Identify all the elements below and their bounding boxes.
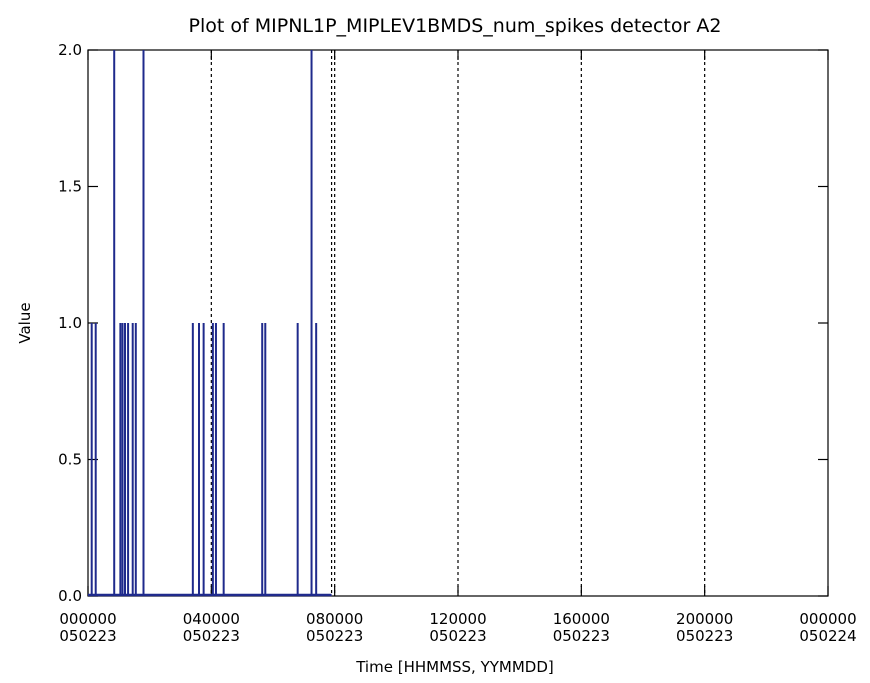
y-tick-label: 0.0 [58,587,82,605]
chart-title: Plot of MIPNL1P_MIPLEV1BMDS_num_spikes d… [189,15,722,37]
y-tick-label: 1.0 [58,314,82,332]
x-tick-label-date: 050223 [306,627,363,645]
y-tick-label: 2.0 [58,41,82,59]
x-tick-label-time: 080000 [306,610,363,628]
x-tick-label-date: 050223 [676,627,733,645]
x-axis-label: Time [HHMMSS, YYMMDD] [355,658,554,676]
x-tick-label-date: 050223 [59,627,116,645]
y-axis-label: Value [16,302,34,343]
y-tick-label: 0.5 [58,451,82,469]
x-tick-label-time: 200000 [676,610,733,628]
data-series [88,50,332,597]
x-tick-label-date: 050223 [429,627,486,645]
x-tick-label-time: 040000 [183,610,240,628]
x-tick-label-time: 120000 [429,610,486,628]
x-tick-label-time: 000000 [799,610,856,628]
x-tick-label-date: 050223 [553,627,610,645]
x-tick-label-date: 050224 [799,627,856,645]
x-tick-labels: 0000000502230400000502230800000502231200… [59,610,856,645]
y-tick-label: 1.5 [58,178,82,196]
x-tick-label-time: 000000 [59,610,116,628]
x-tick-label-time: 160000 [553,610,610,628]
x-tick-label-date: 050223 [183,627,240,645]
day-separators [210,50,706,596]
y-tick-labels: 0.0 0.5 1.0 1.5 2.0 [58,41,82,605]
